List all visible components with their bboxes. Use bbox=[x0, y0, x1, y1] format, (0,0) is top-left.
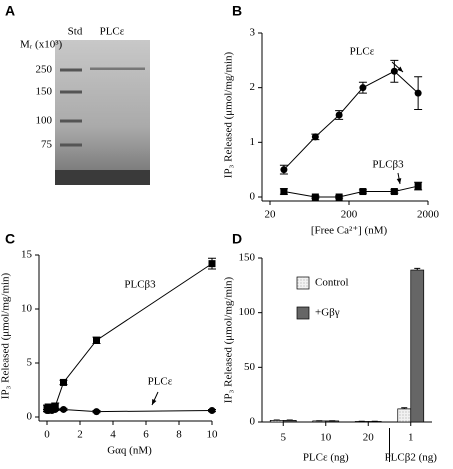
gel-ylabel: Mᵣ (x10³) bbox=[20, 39, 63, 51]
y-axis-label: IP₃ Released (μmol/mg/min) bbox=[223, 276, 235, 403]
legend-swatch bbox=[296, 276, 310, 290]
x-tick-label: 0 bbox=[44, 429, 50, 441]
x-tick-label: 2 bbox=[77, 429, 83, 441]
y-tick-label: 150 bbox=[239, 252, 256, 264]
data-point bbox=[414, 89, 422, 97]
bar bbox=[410, 269, 425, 423]
data-point bbox=[208, 407, 216, 415]
group-label: PLCε (ng) bbox=[303, 452, 349, 464]
x-axis-label: Gαq (nM) bbox=[107, 445, 152, 457]
data-point bbox=[60, 405, 67, 413]
error-bar bbox=[414, 267, 421, 271]
y-tick-label: 10 bbox=[21, 303, 33, 315]
x-tick-label: 20 bbox=[265, 209, 277, 221]
annotation: PLCβ3 bbox=[372, 159, 404, 171]
data-point bbox=[311, 193, 319, 201]
x-tick-label: 1 bbox=[408, 432, 414, 444]
marker-label: 250 bbox=[36, 64, 53, 76]
data-point bbox=[311, 133, 319, 141]
x-tick-label: 10 bbox=[207, 429, 219, 441]
data-point bbox=[335, 193, 343, 201]
lane-label: PLCε bbox=[100, 26, 125, 38]
legend-swatch bbox=[296, 306, 310, 320]
line bbox=[283, 70, 419, 171]
y-tick-label: 2 bbox=[250, 81, 256, 93]
data-point bbox=[51, 405, 59, 413]
y-tick-label: 0 bbox=[250, 191, 256, 203]
y-tick-label: 100 bbox=[239, 306, 256, 318]
data-point bbox=[359, 188, 367, 196]
y-tick-label: 15 bbox=[21, 249, 33, 261]
data-point bbox=[280, 166, 288, 174]
annotation: PLCε bbox=[350, 46, 375, 58]
x-tick-label: 10 bbox=[320, 432, 332, 444]
data-point bbox=[60, 378, 67, 386]
lane-label: Std bbox=[68, 26, 83, 38]
legend-label: +Gβγ bbox=[315, 307, 340, 319]
x-tick-label: 20 bbox=[363, 432, 375, 444]
annotation: PLCβ3 bbox=[124, 279, 156, 291]
error-bar bbox=[401, 407, 408, 409]
y-tick-label: 5 bbox=[27, 357, 33, 369]
marker-label: 150 bbox=[36, 86, 53, 98]
protein-band bbox=[90, 67, 145, 70]
data-point bbox=[93, 408, 100, 416]
arrow-head bbox=[396, 178, 402, 184]
x-tick-label: 6 bbox=[143, 429, 149, 441]
panel-letter: D bbox=[232, 231, 242, 247]
bar bbox=[282, 420, 297, 423]
gel-dye-front bbox=[55, 170, 150, 185]
panel-letter: B bbox=[232, 3, 242, 19]
panel-letter: C bbox=[5, 231, 15, 247]
x-tick-label: 4 bbox=[110, 429, 116, 441]
marker-band bbox=[60, 143, 82, 147]
data-point bbox=[414, 182, 422, 190]
x-tick-label: 8 bbox=[176, 429, 182, 441]
data-point bbox=[335, 111, 343, 119]
legend-label: Control bbox=[315, 277, 349, 289]
marker-label: 75 bbox=[41, 139, 53, 151]
bar bbox=[269, 420, 284, 423]
panel-letter: A bbox=[5, 3, 15, 19]
y-tick-label: 1 bbox=[250, 136, 256, 148]
line bbox=[47, 408, 213, 413]
annotation: PLCε bbox=[148, 376, 173, 388]
bar bbox=[397, 408, 412, 423]
arrow-head bbox=[397, 66, 403, 72]
y-tick-label: 0 bbox=[250, 416, 256, 428]
data-point bbox=[208, 260, 216, 268]
data-point bbox=[93, 336, 100, 344]
marker-band bbox=[60, 68, 82, 72]
y-axis-label: IP₃ Released (μmol/mg/min) bbox=[223, 51, 235, 178]
data-point bbox=[359, 84, 367, 92]
marker-label: 100 bbox=[36, 115, 53, 127]
x-tick-label: 5 bbox=[281, 432, 287, 444]
data-point bbox=[280, 188, 288, 196]
y-tick-label: 50 bbox=[244, 361, 256, 373]
marker-band bbox=[60, 90, 82, 94]
arrow-head bbox=[152, 399, 157, 405]
group-label: PLCβ2 (ng) bbox=[385, 452, 438, 464]
marker-band bbox=[60, 119, 82, 123]
x-tick-label: 2000 bbox=[417, 209, 440, 221]
y-axis-label: IP₃ Released (μmol/mg/min) bbox=[0, 272, 12, 399]
y-tick-label: 3 bbox=[250, 27, 256, 39]
x-tick-label: 200 bbox=[341, 209, 358, 221]
data-point bbox=[390, 188, 398, 196]
x-axis-label: [Free Ca²⁺] (nM) bbox=[311, 225, 388, 237]
y-tick-label: 0 bbox=[27, 411, 33, 423]
line bbox=[283, 185, 419, 198]
data-point bbox=[390, 67, 398, 75]
gel-image bbox=[55, 40, 150, 185]
